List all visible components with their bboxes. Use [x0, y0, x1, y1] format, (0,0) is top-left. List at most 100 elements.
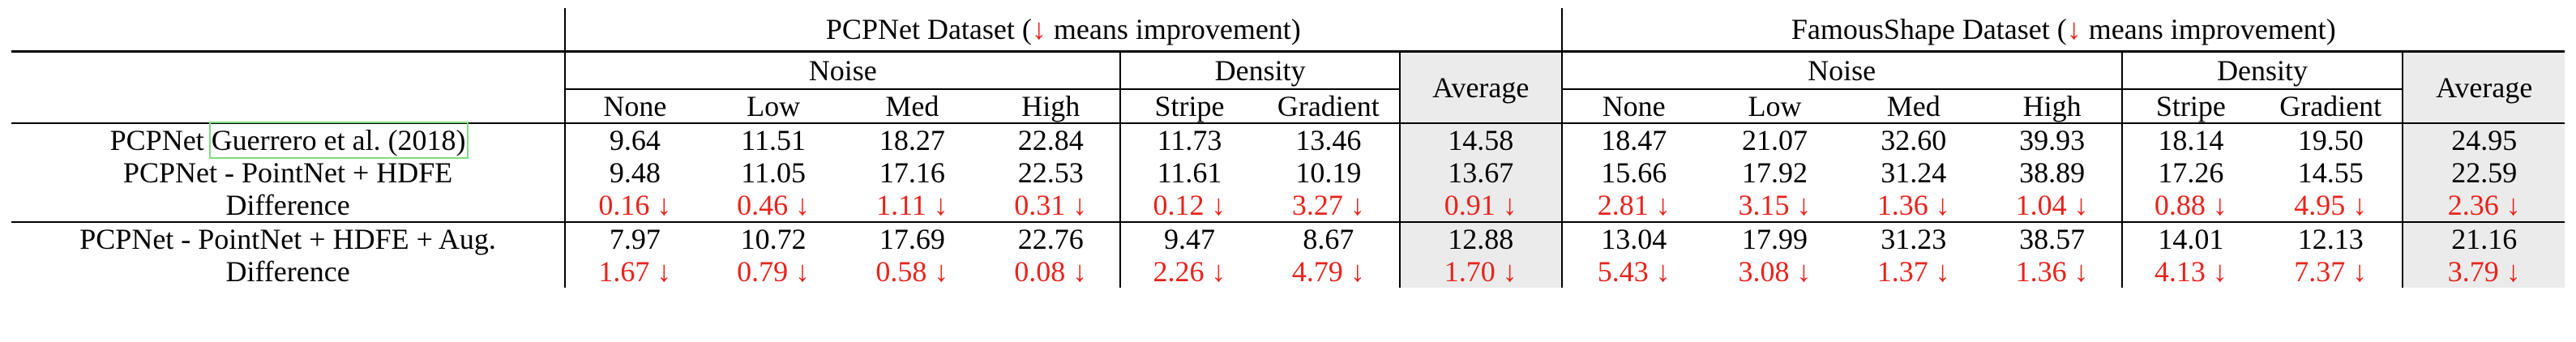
cell-average: 21.16 [2402, 221, 2565, 255]
cell-value: 7.97 [564, 221, 704, 255]
method-label: PCPNet - PointNet + HDFE [122, 156, 453, 189]
cell-difference: 2.26 ↓ [1119, 255, 1258, 288]
cell-value: 22.76 [982, 221, 1121, 255]
cell-value: 17.69 [842, 221, 982, 255]
cell-difference: 7.37 ↓ [2294, 255, 2368, 288]
down-arrow-icon: ↓ [2066, 13, 2082, 45]
cell-value: 18.14 [2120, 122, 2260, 156]
table-row: Difference 0.16 ↓ 0.46 ↓ 1.11 ↓ 0.31 ↓ 0… [11, 189, 2565, 222]
cell-value: 22.84 [982, 122, 1121, 156]
cell-value: 38.89 [2019, 156, 2086, 189]
corner-cell [11, 89, 565, 123]
cell-difference: 1.11 ↓ [876, 189, 948, 221]
famousshape-dataset-header: FamousShape Dataset (↓ means improvement… [1560, 8, 2565, 52]
citation-link[interactable]: Guerrero et al. (2018) [208, 122, 469, 159]
table-row: PCPNet Guerrero et al. (2018) 9.64 11.51… [11, 122, 2565, 159]
cell-difference: 0.12 ↓ [1119, 189, 1258, 222]
cell-value: 9.48 [564, 156, 704, 189]
famous-noise-header: Noise [1560, 50, 2122, 90]
cell-difference: 0.79 ↓ [737, 255, 811, 288]
sub-header-stripe: Stripe [2120, 89, 2260, 123]
cell-value: 13.04 [1560, 221, 1705, 255]
sub-header-high: High [2022, 90, 2082, 122]
cell-value: 31.24 [1881, 156, 1947, 189]
cell-value: 17.92 [1742, 156, 1808, 189]
cell-average: 14.58 [1398, 122, 1562, 156]
corner-cell [11, 50, 566, 89]
sub-header-gradient: Gradient [1277, 90, 1380, 122]
cell-value: 11.61 [1119, 156, 1258, 189]
cell-average-difference: 2.36 ↓ [2402, 189, 2565, 222]
cell-difference: 1.04 ↓ [2015, 189, 2089, 221]
cell-difference: 1.37 ↓ [1876, 255, 1950, 288]
table-row: Difference 1.67 ↓ 0.79 ↓ 0.58 ↓ 0.08 ↓ 2… [11, 255, 2565, 288]
cell-difference: 0.88 ↓ [2120, 189, 2260, 222]
corner-cell [11, 8, 565, 52]
cell-value: 19.50 [2259, 122, 2403, 156]
results-table: PCPNet Dataset (↓ means improvement) Fam… [11, 8, 2565, 288]
cell-value: 17.26 [2120, 156, 2260, 189]
cell-value: 31.23 [1844, 221, 1983, 255]
cell-value: 18.27 [842, 122, 982, 156]
method-label: PCPNet Guerrero et al. (2018) [11, 122, 566, 159]
cell-difference: 0.31 ↓ [1014, 189, 1088, 221]
cell-average-difference: 1.70 ↓ [1398, 255, 1562, 288]
cell-difference: 3.08 ↓ [1738, 255, 1812, 288]
famous-density-header: Density [2120, 50, 2403, 90]
cell-difference: 4.79 ↓ [1291, 255, 1365, 288]
pcpnet-density-header: Density [1119, 50, 1400, 90]
famous-average-header: Average [2402, 50, 2565, 123]
pcpnet-title-text: PCPNet Dataset ( [825, 13, 1032, 45]
cell-difference: 5.43 ↓ [1560, 255, 1705, 288]
sub-header-low: Low [1748, 90, 1802, 122]
sub-header-high: High [1021, 90, 1080, 122]
cell-difference: 4.13 ↓ [2120, 255, 2260, 288]
cell-value: 17.99 [1705, 221, 1845, 255]
cell-average: 22.59 [2402, 156, 2565, 189]
cell-difference: 0.46 ↓ [737, 189, 811, 221]
cell-value: 10.19 [1295, 156, 1362, 189]
cell-value: 13.46 [1257, 122, 1400, 156]
table-row: PCPNet - PointNet + HDFE 9.48 11.05 17.1… [11, 156, 2565, 189]
cell-value: 11.05 [741, 156, 806, 189]
cell-value: 39.93 [1983, 122, 2122, 156]
sub-header-none: None [564, 89, 704, 123]
cell-difference: 0.58 ↓ [875, 255, 949, 288]
pcpnet-noise-header: Noise [564, 50, 1121, 90]
cell-value: 10.72 [704, 221, 843, 255]
cell-value: 9.47 [1119, 221, 1258, 255]
cell-average: 12.88 [1398, 221, 1562, 255]
cell-average-difference: 0.91 ↓ [1398, 189, 1562, 222]
method-label: Difference [225, 255, 350, 288]
group-header-row: Noise Density Average Noise Density Aver… [11, 50, 2565, 123]
cell-value: 12.13 [2259, 221, 2403, 255]
cell-value: 32.60 [1844, 122, 1983, 156]
cell-difference: 4.95 ↓ [2294, 189, 2368, 221]
cell-difference: 1.36 ↓ [2015, 255, 2089, 288]
sub-header-med: Med [1886, 90, 1941, 122]
cell-difference: 0.16 ↓ [564, 189, 704, 222]
sub-header-gradient: Gradient [2279, 90, 2382, 122]
sub-header-low: Low [747, 90, 801, 122]
cell-value: 18.47 [1560, 122, 1705, 156]
cell-value: 11.73 [1119, 122, 1258, 156]
cell-difference: 0.08 ↓ [1014, 255, 1088, 288]
cell-difference: 3.15 ↓ [1738, 189, 1812, 221]
method-label: PCPNet - PointNet + HDFE + Aug. [11, 221, 566, 255]
method-label: Difference [225, 189, 350, 221]
cell-value: 14.01 [2120, 221, 2260, 255]
cell-value: 9.64 [564, 122, 704, 156]
down-arrow-icon: ↓ [1031, 13, 1046, 45]
pcpnet-average-header: Average [1398, 50, 1562, 123]
cell-difference: 2.81 ↓ [1560, 189, 1705, 222]
cell-value: 21.07 [1705, 122, 1845, 156]
cell-average-difference: 3.79 ↓ [2402, 255, 2565, 288]
cell-value: 8.67 [1257, 221, 1400, 255]
table-row: PCPNet - PointNet + HDFE + Aug. 7.97 10.… [11, 221, 2565, 255]
cell-value: 17.16 [879, 156, 945, 189]
dataset-header-row: PCPNet Dataset (↓ means improvement) Fam… [11, 8, 2565, 52]
famousshape-title-text: FamousShape Dataset ( [1791, 13, 2067, 45]
cell-difference: 3.27 ↓ [1291, 189, 1365, 221]
sub-header-row: None Low Med High Stripe Gradient None L… [11, 89, 2565, 123]
